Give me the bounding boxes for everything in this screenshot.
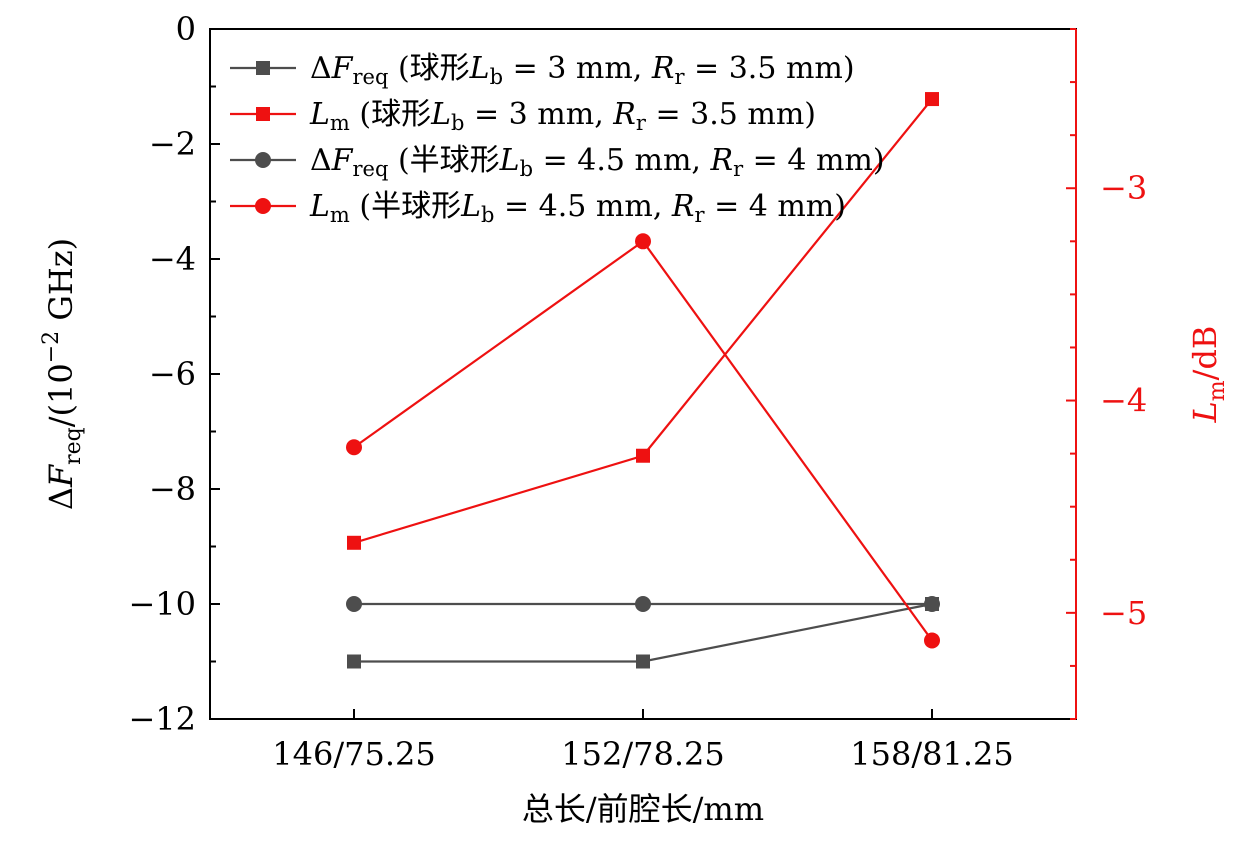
left-y-title-F: F xyxy=(42,463,80,488)
left-y-title-delta: Δ xyxy=(42,487,80,510)
right-tick-label: −4 xyxy=(1100,382,1147,420)
series-1 xyxy=(347,92,939,550)
point-marker xyxy=(925,597,939,611)
left-y-title-exp: −2 xyxy=(39,331,64,363)
point-marker xyxy=(346,596,362,612)
point-marker xyxy=(636,448,650,463)
right-y-axis: −3 −4 −5 xyxy=(1066,28,1147,720)
legend-label: Lm (半球形Lb = 4.5 mm, Rr = 4 mm) xyxy=(309,189,846,227)
left-tick-label: −8 xyxy=(149,470,196,508)
left-y-title-unit: /(10 xyxy=(42,363,80,427)
left-y-axis-title: ΔFreq/(10−2 GHz) xyxy=(39,238,86,510)
point-marker xyxy=(925,92,939,107)
series-line xyxy=(354,602,933,663)
point-marker xyxy=(255,152,271,168)
point-marker xyxy=(346,439,362,456)
point-marker xyxy=(256,61,270,75)
left-tick-label: −2 xyxy=(149,125,196,163)
right-tick-label: −5 xyxy=(1100,594,1147,632)
series-0 xyxy=(347,597,939,669)
point-marker xyxy=(636,654,650,669)
x-axis: 146/75.25 152/78.25 158/81.25 xyxy=(272,709,1014,773)
right-y-axis-title: Lm/dB xyxy=(1186,326,1230,424)
series-layer xyxy=(346,92,940,669)
left-tick-label: 0 xyxy=(176,10,196,48)
x-tick-label: 152/78.25 xyxy=(561,735,724,773)
x-tick-label: 146/75.25 xyxy=(272,735,435,773)
right-y-title-unit: /dB xyxy=(1186,326,1224,381)
left-y-title-sub: req xyxy=(61,427,86,465)
left-tick-label: −6 xyxy=(149,355,196,393)
point-marker xyxy=(347,535,361,550)
left-tick-label: −4 xyxy=(149,240,196,278)
point-marker xyxy=(256,107,270,121)
series-3 xyxy=(346,233,940,649)
point-marker xyxy=(255,198,271,214)
right-y-title-L: L xyxy=(1186,401,1224,423)
legend-item-2: ΔFreq (半球形Lb = 4.5 mm, Rr = 4 mm) xyxy=(230,143,885,181)
legend-label: Lm (球形Lb = 3 mm, Rr = 3.5 mm) xyxy=(309,97,816,135)
legend-item-1: Lm (球形Lb = 3 mm, Rr = 3.5 mm) xyxy=(230,97,816,135)
legend: ΔFreq (球形Lb = 3 mm, Rr = 3.5 mm) Lm (球形Lb… xyxy=(230,51,885,227)
legend-item-3: Lm (半球形Lb = 4.5 mm, Rr = 4 mm) xyxy=(230,189,846,227)
point-marker xyxy=(635,233,651,250)
right-tick-label: −3 xyxy=(1100,169,1147,207)
point-marker xyxy=(924,632,940,649)
left-y-title-ghz: GHz) xyxy=(42,238,80,331)
x-axis-title: 总长/前腔长/mm xyxy=(522,790,764,828)
point-marker xyxy=(347,654,361,669)
point-marker xyxy=(635,596,651,612)
x-tick-label: 158/81.25 xyxy=(850,735,1013,773)
series-2 xyxy=(346,596,940,612)
series-line xyxy=(353,239,933,642)
left-tick-label: −10 xyxy=(128,585,196,623)
legend-label: ΔFreq (半球形Lb = 4.5 mm, Rr = 4 mm) xyxy=(310,143,885,181)
legend-label: ΔFreq (球形Lb = 3 mm, Rr = 3.5 mm) xyxy=(310,51,855,89)
right-y-title-sub: m xyxy=(1205,380,1230,401)
left-tick-label: −12 xyxy=(128,700,196,738)
legend-item-0: ΔFreq (球形Lb = 3 mm, Rr = 3.5 mm) xyxy=(230,51,855,89)
left-y-axis: 0 −2 −4 −6 −8 −10 −12 xyxy=(128,10,220,738)
